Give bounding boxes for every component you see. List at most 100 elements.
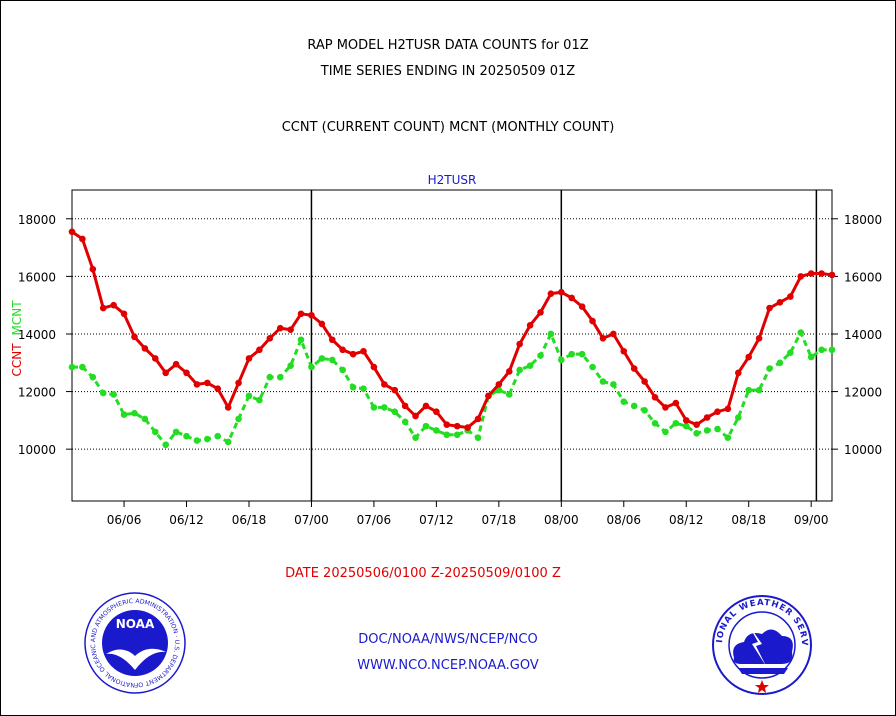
data-point-mcnt [68, 363, 76, 371]
data-point-mcnt [360, 385, 367, 392]
data-point-mcnt [610, 381, 617, 388]
data-point-ccnt [297, 310, 305, 318]
data-point-mcnt [235, 415, 242, 423]
data-point-ccnt [349, 350, 357, 358]
y-axis-label-mcnt: MCNT [10, 300, 24, 336]
chart-title: H2TUSR [428, 173, 477, 187]
data-point-mcnt [453, 431, 461, 439]
data-point-ccnt [89, 265, 97, 273]
x-tick-label: 06/06 [107, 513, 142, 527]
data-point-mcnt [662, 428, 669, 436]
data-point-ccnt [610, 330, 617, 338]
data-point-ccnt [141, 345, 149, 352]
x-tick-label: 06/18 [232, 513, 267, 527]
plot-frame [71, 189, 833, 502]
data-point-ccnt [516, 340, 523, 348]
y-tick-label-right: 18000 [844, 213, 882, 227]
data-point-ccnt [464, 424, 471, 431]
data-point-ccnt [266, 335, 274, 342]
data-point-ccnt [807, 270, 815, 277]
data-point-mcnt [474, 434, 482, 441]
data-point-ccnt [755, 335, 763, 342]
data-point-ccnt [766, 304, 773, 312]
data-point-ccnt [641, 378, 648, 385]
data-point-mcnt [172, 428, 180, 436]
data-point-ccnt [672, 399, 680, 407]
data-point-ccnt [735, 369, 742, 377]
org-path-link[interactable]: DOC/NOAA/NWS/NCEP/NCO [358, 632, 538, 647]
data-point-mcnt [630, 402, 638, 410]
x-tick-label: 07/12 [419, 513, 454, 527]
data-point-mcnt [641, 406, 648, 414]
data-point-mcnt [224, 438, 232, 446]
data-point-ccnt [68, 228, 76, 236]
data-point-mcnt [589, 363, 596, 371]
data-point-mcnt [620, 398, 628, 405]
website-link[interactable]: WWW.NCO.NCEP.NOAA.GOV [357, 658, 539, 673]
y-axis-label-ccnt: CCNT [10, 343, 24, 377]
data-point-mcnt [797, 329, 805, 336]
x-tick-label: 06/12 [169, 513, 204, 527]
data-point-ccnt [235, 379, 242, 387]
data-point-mcnt [787, 349, 794, 356]
data-point-mcnt [682, 422, 690, 430]
line-chart: 10000 10000 12000 12000 14000 14000 16000 16000… [10, 173, 882, 527]
data-point-mcnt [131, 409, 138, 417]
data-point-mcnt [516, 366, 523, 374]
data-point-mcnt [99, 389, 107, 397]
data-point-ccnt [193, 381, 201, 388]
data-point-mcnt [79, 363, 86, 371]
y-tick-label-left: 16000 [18, 270, 56, 284]
data-point-ccnt [110, 301, 117, 309]
data-point-mcnt [214, 432, 222, 440]
data-point-mcnt [151, 428, 159, 436]
x-tick-label: 07/06 [357, 513, 392, 527]
data-point-ccnt [256, 346, 263, 354]
data-point-mcnt [204, 435, 211, 443]
data-point-ccnt [474, 415, 482, 423]
data-point-ccnt [547, 290, 555, 297]
data-point-ccnt [526, 322, 534, 329]
y-tick-label-left: 18000 [18, 213, 56, 227]
data-point-ccnt [172, 360, 180, 368]
data-point-ccnt [505, 368, 513, 375]
nws-logo-icon: NATIONAL WEATHER SERVICE [708, 594, 812, 695]
data-point-ccnt [620, 347, 628, 355]
data-point-ccnt [287, 326, 294, 333]
x-tick-label: 08/12 [669, 513, 704, 527]
data-point-ccnt [797, 273, 805, 280]
data-point-ccnt [204, 379, 211, 387]
data-point-ccnt [162, 369, 169, 377]
data-point-ccnt [381, 381, 388, 388]
data-point-ccnt [443, 421, 451, 428]
data-point-ccnt [662, 404, 669, 411]
data-point-mcnt [308, 363, 315, 371]
y-tick-label-right: 12000 [844, 386, 882, 400]
data-point-mcnt [443, 431, 451, 439]
y-tick-label-right: 10000 [844, 443, 882, 457]
data-point-mcnt [266, 373, 274, 381]
x-tick-label: 07/18 [482, 513, 517, 527]
data-point-ccnt [693, 421, 700, 428]
data-point-ccnt [682, 417, 690, 424]
data-point-mcnt [818, 346, 825, 354]
data-point-mcnt [349, 383, 357, 391]
y-tick-label-left: 10000 [18, 443, 56, 457]
data-point-ccnt [151, 355, 159, 362]
data-point-ccnt [433, 408, 440, 416]
data-point-mcnt [672, 419, 680, 427]
data-point-mcnt [724, 434, 732, 441]
data-point-ccnt [276, 324, 284, 332]
data-point-ccnt [776, 299, 784, 306]
data-point-ccnt [360, 347, 367, 355]
y-tick-label-right: 14000 [844, 328, 882, 342]
data-point-mcnt [578, 350, 586, 358]
y-tick-label-right: 16000 [844, 270, 882, 284]
data-point-mcnt [714, 425, 721, 433]
data-point-ccnt [568, 294, 576, 302]
data-point-mcnt [193, 437, 201, 444]
data-point-mcnt [599, 378, 607, 385]
data-point-mcnt [297, 336, 305, 344]
data-point-mcnt [120, 411, 128, 418]
noaa-logo-text: NOAA [116, 617, 155, 631]
